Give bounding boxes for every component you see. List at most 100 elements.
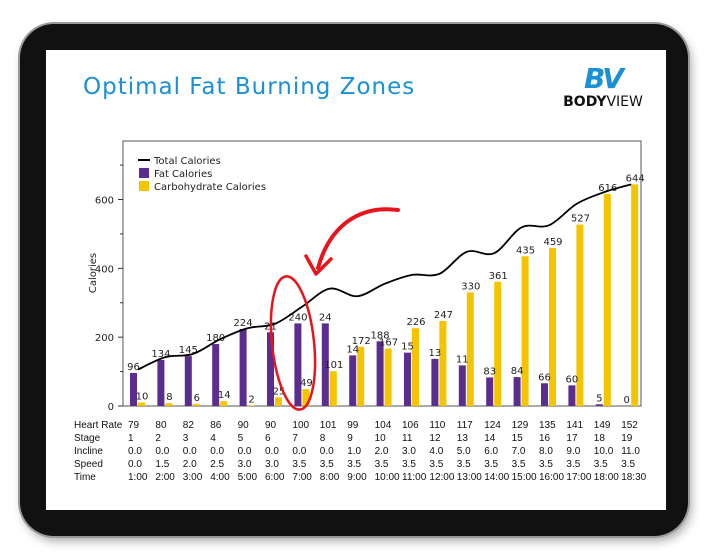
carb-bar-label: 10 — [136, 392, 149, 403]
table-cell: 117 — [457, 420, 473, 431]
table-cell: 10.0 — [594, 446, 614, 457]
table-cell: 9.0 — [566, 446, 580, 457]
table-cell: 149 — [594, 420, 611, 431]
table-cell: 6.0 — [484, 446, 498, 457]
table-cell: 110 — [429, 420, 445, 431]
table-cell: 135 — [539, 420, 556, 431]
fat-bar — [212, 344, 220, 406]
logo-text-bold: BODY — [563, 94, 607, 110]
table-cell: 11 — [402, 433, 413, 444]
fat-bar — [239, 328, 247, 406]
fat-bar-label: 84 — [511, 366, 524, 377]
fat-bar — [376, 341, 384, 406]
fat-bar — [404, 352, 411, 406]
fat-bar-label: 96 — [127, 362, 140, 373]
fat-bar-label: 145 — [179, 345, 198, 356]
table-cell: 10 — [375, 433, 387, 444]
legend-carb: Carbohydrate Calories — [154, 182, 266, 193]
fat-bar — [130, 372, 137, 406]
fat-bar-label: 11 — [456, 354, 469, 365]
table-cell: 3.5 — [594, 459, 608, 470]
table-cell: 14:00 — [484, 472, 509, 483]
fat-bar-label: 134 — [151, 349, 170, 360]
carb-bar — [357, 346, 365, 406]
table-row-label: Time — [74, 472, 96, 483]
table-cell: 90 — [238, 420, 250, 431]
table-cell: 86 — [210, 420, 222, 431]
carb-bar-label: 14 — [218, 390, 231, 401]
table-cell: 2.5 — [210, 459, 224, 470]
table-cell: 3.5 — [320, 459, 334, 470]
table-cell: 0.0 — [183, 446, 197, 457]
carb-bar — [275, 397, 282, 406]
carb-bar — [329, 371, 337, 406]
y-tick-label: 400 — [95, 264, 114, 275]
fat-bar — [431, 358, 439, 406]
table-cell: 5 — [238, 433, 244, 444]
table-cell: 2:00 — [155, 472, 175, 483]
carb-bar-label: 435 — [516, 245, 535, 256]
table-cell: 100 — [292, 420, 309, 431]
table-cell: 101 — [320, 420, 337, 431]
fat-bar — [267, 332, 274, 406]
table-cell: 0.0 — [128, 459, 142, 470]
fat-bar-label: 83 — [483, 366, 496, 377]
table-cell: 14 — [484, 433, 496, 444]
carb-bar-label: 172 — [352, 336, 371, 347]
carb-bar — [165, 403, 173, 406]
table-cell: 15 — [512, 433, 524, 444]
table-cell: 3.5 — [402, 459, 416, 470]
fat-bar-label: 13 — [429, 348, 442, 359]
table-cell: 80 — [155, 420, 167, 431]
page-title: Optimal Fat Burning Zones — [83, 74, 416, 100]
fat-bar-label: 14 — [346, 344, 359, 355]
table-cell: 12:00 — [429, 472, 454, 483]
table-cell: 9 — [347, 433, 353, 444]
table-cell: 2.0 — [183, 459, 197, 470]
y-tick-label: 600 — [95, 196, 114, 207]
table-cell: 3.5 — [539, 459, 553, 470]
bars: 9610134814561801422422125240492410114172… — [127, 173, 645, 406]
fat-bar — [568, 385, 576, 406]
table-cell: 18:00 — [594, 472, 619, 483]
table-cell: 17 — [566, 433, 578, 444]
fat-bar — [157, 359, 165, 406]
table-cell: 3.5 — [621, 459, 635, 470]
table-cell: 124 — [484, 420, 501, 431]
bodyview-logo: BV BODYVIEW — [562, 64, 644, 112]
table-cell: 12 — [429, 433, 441, 444]
fat-bar-label: 15 — [401, 342, 414, 353]
table-cell: 3.0 — [238, 459, 252, 470]
table-row-label: Speed — [74, 459, 103, 470]
table-cell: 152 — [621, 420, 638, 431]
table-row-label: Heart Rate — [74, 420, 123, 431]
carb-bar-label: 25 — [273, 386, 286, 397]
table-cell: 8:00 — [320, 472, 340, 483]
table-cell: 6 — [265, 433, 271, 444]
table-cell: 7 — [292, 433, 298, 444]
carb-bar-label: 459 — [543, 237, 562, 248]
table-row-label: Stage — [74, 433, 101, 444]
logo-text-light: VIEW — [606, 94, 643, 110]
carb-bar-label: 49 — [300, 378, 313, 389]
table-cell: 5:00 — [238, 472, 258, 483]
carb-bar — [138, 402, 145, 406]
y-axis: 0 200 400 600 — [95, 164, 123, 413]
table-cell: 7:00 — [292, 472, 312, 483]
table-cell: 18 — [594, 433, 606, 444]
table-cell: 7.0 — [512, 446, 526, 457]
fat-bar-label: 224 — [234, 318, 253, 329]
table-cell: 3.5 — [292, 459, 306, 470]
fat-bar-label: 5 — [596, 393, 602, 404]
table-cell: 0.0 — [155, 446, 169, 457]
fat-bar — [321, 323, 329, 406]
table-cell: 4 — [210, 433, 216, 444]
annotation — [269, 207, 400, 411]
table-row-label: Incline — [74, 446, 103, 457]
carb-bar — [576, 224, 584, 406]
logo-mark: BV — [584, 62, 624, 95]
table-cell: 3.5 — [429, 459, 443, 470]
table-cell: 106 — [402, 420, 419, 431]
table-cell: 16:00 — [539, 472, 564, 483]
carb-bar-label: 226 — [406, 317, 425, 328]
